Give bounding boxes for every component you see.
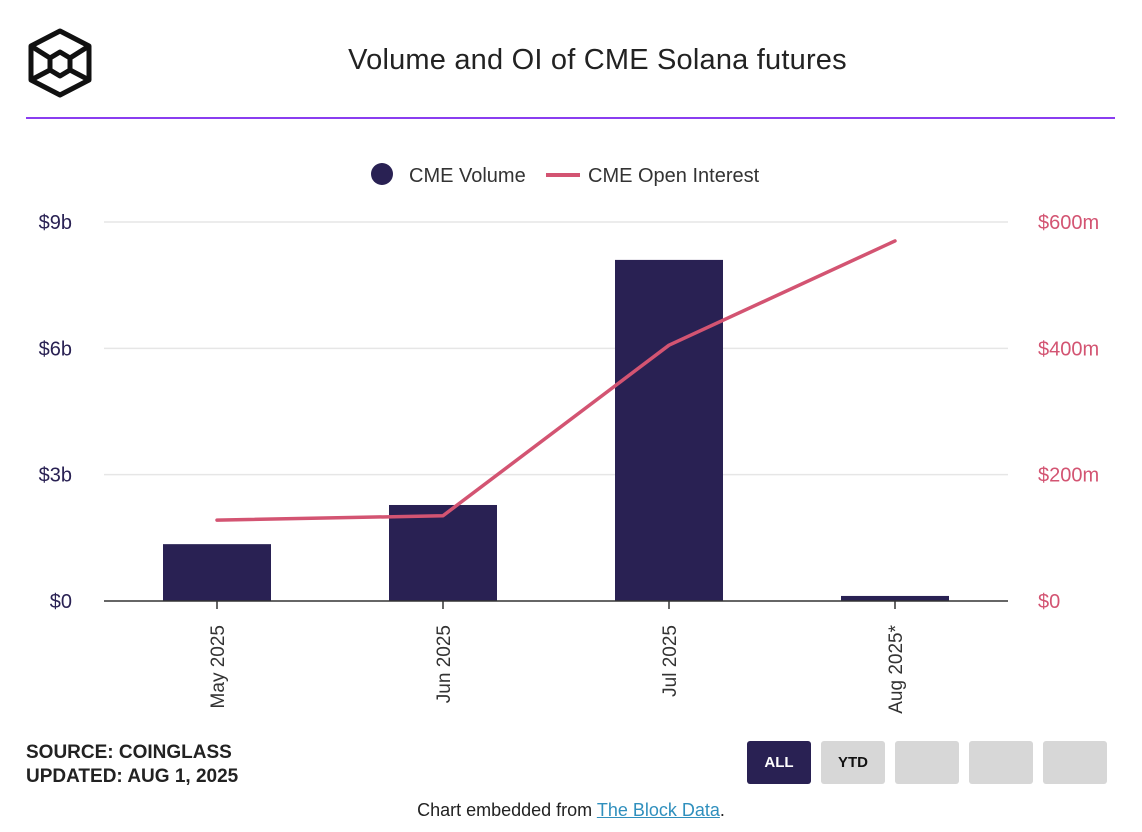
volume-bar	[163, 544, 271, 601]
legend: CME Volume CME Open Interest	[371, 163, 760, 187]
chart-title: Volume and OI of CME Solana futures	[348, 44, 847, 76]
left-tick-label: $0	[50, 591, 72, 613]
source-label: SOURCE: COINGLASS	[26, 742, 232, 763]
line-layer	[215, 239, 897, 522]
range-selector: ALL YTD	[747, 741, 1107, 784]
volume-bar	[615, 259, 723, 601]
left-tick-label: $6b	[39, 338, 72, 360]
left-tick-label: $9b	[39, 212, 72, 234]
embed-credit: Chart embedded from The Block Data.	[0, 800, 1142, 821]
range-button-all[interactable]: ALL	[747, 741, 811, 784]
the-block-cube-logo-icon	[28, 28, 92, 98]
legend-volume-label: CME Volume	[409, 165, 526, 187]
range-button-5[interactable]	[1043, 741, 1107, 784]
right-tick-label: $400m	[1038, 338, 1099, 360]
range-button-ytd[interactable]: YTD	[821, 741, 885, 784]
embed-prefix: Chart embedded from	[417, 800, 597, 820]
x-tick-label: Jul 2025	[660, 625, 681, 697]
range-button-4[interactable]	[969, 741, 1033, 784]
volume-bar	[389, 504, 497, 601]
right-tick-label: $0	[1038, 591, 1060, 613]
right-tick-label: $200m	[1038, 465, 1099, 487]
volume-bar	[841, 595, 949, 601]
the-block-data-link[interactable]: The Block Data	[596, 800, 720, 820]
range-button-3[interactable]	[895, 741, 959, 784]
source-note: SOURCE: COINGLASS UPDATED: AUG 1, 2025	[26, 741, 238, 789]
grid-layer	[104, 221, 1008, 476]
left-tick-label: $3b	[39, 465, 72, 487]
open-interest-line	[215, 239, 897, 522]
updated-label: UPDATED: AUG 1, 2025	[26, 766, 239, 787]
bar-layer	[163, 259, 949, 601]
x-tick-label: May 2025	[208, 625, 229, 708]
x-tick-label: Aug 2025*	[886, 624, 907, 713]
accent-divider	[26, 117, 1115, 119]
axis-layer: $0 $3b $6b $9b $0 $200m $400m $600m May 2025 Jun …	[39, 212, 1100, 714]
x-tick-label: Jun 2025	[434, 625, 455, 703]
legend-volume-swatch	[371, 163, 393, 185]
embed-suffix: .	[719, 800, 725, 820]
right-tick-label: $600m	[1038, 212, 1099, 234]
legend-oi-label: CME Open Interest	[588, 165, 760, 187]
